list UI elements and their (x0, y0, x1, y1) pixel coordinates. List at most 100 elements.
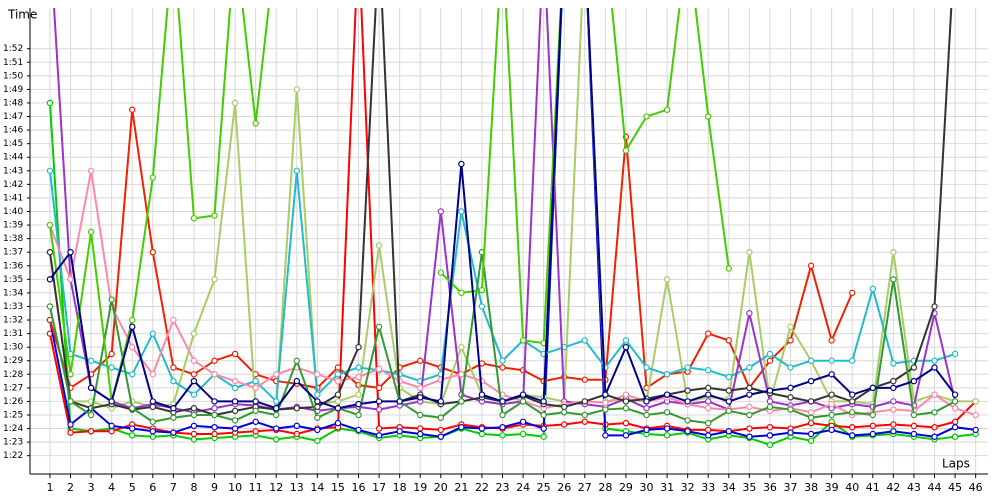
lap-point (828, 426, 835, 434)
lap-point (931, 357, 938, 364)
x-tick-label: 40 (845, 481, 859, 494)
lap-point (437, 269, 445, 276)
lap-point (519, 391, 527, 398)
lap-point (252, 377, 259, 385)
lap-point (108, 422, 115, 430)
lap-point (705, 398, 712, 405)
lap-point (746, 425, 753, 432)
x-tick-label: 27 (578, 481, 592, 494)
lap-point (375, 384, 383, 392)
lap-point (149, 433, 157, 440)
y-tick-label: 1:39 (3, 221, 23, 231)
lap-point (931, 433, 938, 440)
lap-point (622, 343, 630, 351)
lap-point (417, 384, 424, 392)
series-line (48, 109, 854, 390)
lap-point (437, 426, 445, 434)
lap-point (170, 414, 177, 421)
x-tick-label: 7 (170, 481, 177, 494)
lap-point (396, 398, 403, 405)
lap-point (478, 391, 486, 398)
x-tick-label: 32 (681, 481, 695, 494)
lap-point (129, 405, 136, 412)
lap-point (931, 303, 938, 310)
lap-point (869, 411, 877, 419)
lap-point (87, 167, 95, 174)
y-tick-label: 1:46 (3, 126, 23, 136)
lap-point (458, 371, 465, 378)
lap-point (622, 405, 630, 412)
lap-point (334, 405, 342, 412)
lap-point (910, 422, 918, 430)
lap-point (129, 371, 136, 378)
lap-point (108, 428, 115, 435)
lap-point (108, 364, 115, 371)
lap-point (643, 405, 650, 412)
lap-point (170, 429, 177, 436)
lap-point (314, 371, 321, 378)
y-tick-label: 1:34 (3, 288, 23, 298)
lap-point (355, 426, 362, 434)
x-tick-label: 39 (825, 481, 839, 494)
lap-point (705, 113, 712, 120)
lap-point (211, 423, 218, 431)
lap-point (766, 403, 774, 411)
lap-point (129, 425, 136, 432)
lap-point (231, 377, 239, 385)
lap-point (190, 377, 198, 385)
lap-point (149, 403, 157, 411)
lap-point (334, 371, 342, 378)
x-tick-label: 15 (331, 481, 345, 494)
lap-point (314, 426, 321, 434)
x-tick-label: 42 (886, 481, 900, 494)
lap-point (396, 428, 403, 435)
lap-point (458, 343, 465, 351)
series-line (48, 8, 977, 436)
lap-point (334, 398, 342, 405)
y-tick-label: 1:23 (3, 438, 23, 448)
lap-point (334, 364, 342, 371)
lap-point (705, 432, 712, 439)
lap-point (602, 399, 609, 406)
lap-point (705, 384, 712, 392)
lap-point (170, 364, 177, 371)
lap-point (581, 337, 589, 344)
y-tick-label: 1:38 (3, 234, 23, 244)
y-tick-label: 1:50 (3, 71, 23, 81)
lap-point (602, 432, 609, 439)
lap-point (108, 350, 115, 358)
lap-point (643, 398, 650, 405)
lap-point (684, 417, 691, 424)
lap-point (766, 398, 774, 405)
lap-point (519, 418, 527, 425)
x-tick-label: 31 (660, 481, 674, 494)
lap-point (334, 419, 342, 427)
lap-point (622, 398, 630, 405)
x-tick-label: 13 (290, 481, 304, 494)
lap-point (561, 403, 568, 411)
lap-point (890, 421, 897, 428)
lap-point (828, 411, 835, 419)
lap-point (705, 391, 712, 398)
lap-point (643, 364, 650, 371)
y-tick-label: 1:24 (3, 424, 23, 434)
lap-point (417, 430, 424, 438)
lap-point (190, 436, 198, 443)
lap-point (375, 242, 383, 249)
y-tick-label: 1:33 (3, 302, 23, 312)
lap-point (828, 357, 835, 364)
x-tick-label: 44 (928, 481, 942, 494)
lap-point (602, 391, 609, 398)
lap-point (807, 262, 815, 269)
y-tick-label: 1:52 (3, 44, 23, 54)
lap-point (663, 276, 671, 283)
series-line (48, 8, 730, 402)
lap-point (828, 400, 835, 408)
lap-point (211, 430, 218, 438)
lap-point (375, 406, 383, 413)
x-tick-label: 20 (434, 481, 448, 494)
lap-point (602, 406, 609, 413)
y-tick-label: 1:45 (3, 139, 23, 149)
lap-point (46, 276, 54, 283)
